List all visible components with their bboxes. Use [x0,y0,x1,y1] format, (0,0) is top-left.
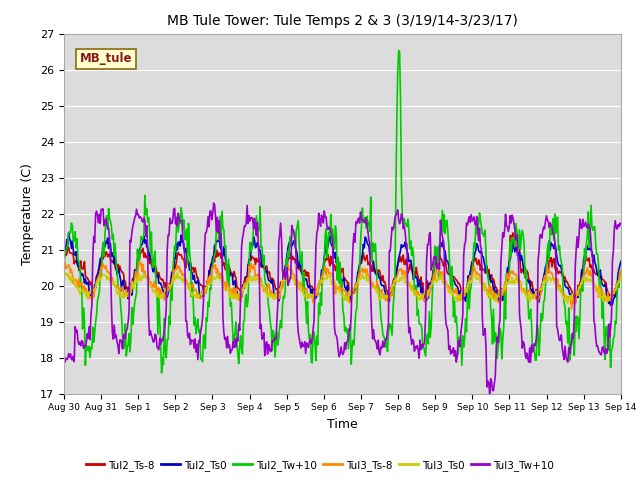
Title: MB Tule Tower: Tule Temps 2 & 3 (3/19/14-3/23/17): MB Tule Tower: Tule Temps 2 & 3 (3/19/14… [167,14,518,28]
Legend: Tul2_Ts-8, Tul2_Ts0, Tul2_Tw+10, Tul3_Ts-8, Tul3_Ts0, Tul3_Tw+10: Tul2_Ts-8, Tul2_Ts0, Tul2_Tw+10, Tul3_Ts… [81,456,559,475]
X-axis label: Time: Time [327,418,358,431]
Text: MB_tule: MB_tule [79,52,132,65]
Y-axis label: Temperature (C): Temperature (C) [22,163,35,264]
